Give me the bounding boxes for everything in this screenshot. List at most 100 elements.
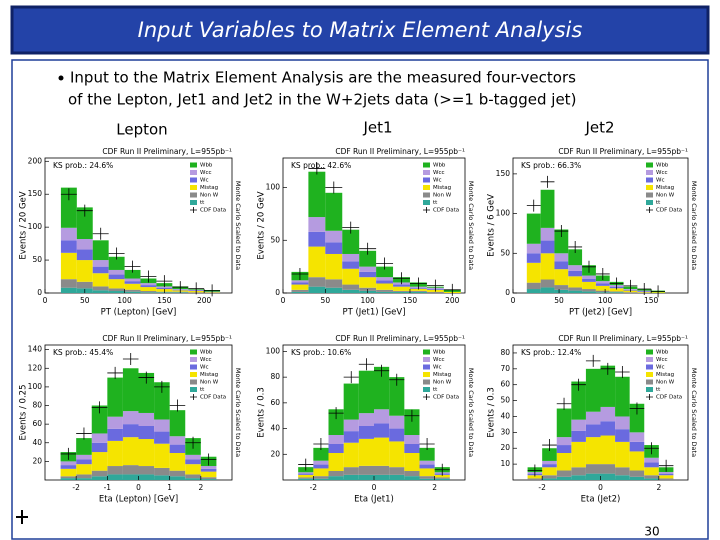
stack-segment (91, 442, 108, 453)
data-point (108, 247, 125, 260)
stack-segment (107, 466, 123, 475)
stack-segment (526, 289, 541, 293)
y-tick-label: 40 (500, 411, 510, 420)
y-tick-label: 120 (28, 363, 43, 372)
data-point (556, 397, 572, 410)
stack-segment (419, 464, 435, 469)
legend-label: Wbb (200, 163, 213, 169)
stack-segment (359, 271, 377, 278)
stack-segment (374, 437, 390, 466)
stack-segment (568, 287, 583, 291)
x-tick-label: 2 (656, 483, 661, 492)
data-point (434, 463, 450, 476)
stack-segment (92, 240, 109, 261)
stack-segment (298, 473, 314, 475)
stack-segment (342, 261, 360, 269)
legend-marker (423, 394, 430, 400)
y-tick-label: 150 (496, 169, 511, 178)
stack-segment (658, 472, 674, 474)
stack-segment (343, 467, 359, 475)
stack-segment (600, 365, 616, 407)
legend-label: Wcc (200, 357, 212, 363)
stack-segment (154, 382, 170, 420)
stack-segment (526, 282, 541, 290)
stack-segment (343, 419, 359, 432)
legend-swatch (190, 177, 197, 183)
side-label: Monte Carlo Scaled to Data (234, 181, 242, 270)
corner-mark (16, 510, 28, 524)
stack-segment (376, 291, 394, 293)
x-axis-label: PT (Lepton) [GeV] (101, 308, 177, 318)
stack-segment (200, 468, 217, 472)
legend-label: Mistag (656, 372, 674, 378)
legend-label: Wbb (433, 350, 446, 356)
data-point (644, 442, 659, 455)
stack-segment (91, 405, 108, 434)
ks-label: KS prob.: 10.6% (291, 348, 351, 357)
legend-marker (423, 207, 430, 213)
legend-label: CDF Data (656, 208, 682, 214)
stack-segment (122, 437, 139, 466)
data-point (609, 277, 624, 290)
stack-segment (343, 442, 359, 468)
stack-segment (325, 230, 343, 243)
stack-segment (328, 453, 344, 471)
legend-label: Wcc (656, 357, 668, 363)
stack-segment (122, 465, 139, 475)
stack-segment (185, 464, 201, 475)
legend-label: CDF Data (200, 395, 226, 401)
y-tick-label: 70 (500, 364, 510, 373)
stack-segment (154, 431, 170, 444)
stack-segment (404, 476, 420, 480)
x-axis-label: PT (Jet1) [GeV] (342, 308, 405, 318)
legend-swatch (190, 162, 197, 168)
stack-segment (107, 428, 123, 441)
stack-segment (595, 281, 610, 284)
legend-label: Wbb (200, 350, 213, 356)
stack-segment (568, 276, 583, 288)
stack-segment (60, 227, 77, 241)
stack-segment (140, 287, 157, 292)
legend-label: Wbb (656, 163, 669, 169)
legend-swatch (646, 364, 653, 370)
stack-segment (404, 444, 420, 453)
stack-segment (107, 416, 123, 429)
stack-segment (60, 465, 77, 469)
x-tick-label: 100 (360, 296, 375, 305)
title-bar (10, 5, 710, 55)
stack-segment (358, 370, 374, 414)
legend-label: Mistag (200, 185, 218, 191)
legend-label: CDF Data (200, 208, 226, 214)
stack-segment (629, 441, 645, 452)
stack-segment (556, 445, 572, 453)
stack-segment (200, 477, 217, 480)
data-point (409, 277, 427, 290)
stack-segment (376, 280, 394, 284)
stack-segment (600, 435, 616, 465)
stack-segment (615, 441, 630, 468)
stack-segment (568, 270, 583, 277)
stack-segment (644, 478, 659, 480)
legend-swatch (423, 379, 430, 385)
data-point (60, 447, 77, 460)
bullet-dot (58, 75, 64, 81)
x-tick-label: 50 (80, 296, 90, 305)
stack-segment (434, 477, 450, 479)
data-point (91, 401, 108, 414)
stack-segment (629, 451, 645, 471)
y-tick-label: 20 (32, 456, 42, 465)
stack-segment (623, 292, 638, 293)
legend-label: Non W (656, 380, 675, 386)
data-point (554, 225, 569, 238)
x-axis-label: Eta (Jet1) (354, 495, 394, 505)
stack-segment (615, 376, 630, 417)
ks-label: KS prob.: 45.4% (53, 348, 113, 357)
stack-segment (92, 266, 109, 274)
x-axis-label: Eta (Jet2) (581, 495, 621, 505)
legend-label: Non W (433, 380, 452, 386)
stack-segment (76, 464, 92, 475)
ks-label: KS prob.: 24.6% (53, 161, 113, 170)
stack-segment (600, 473, 616, 480)
stack-segment (185, 474, 201, 479)
y-tick-label: 50 (270, 235, 280, 244)
